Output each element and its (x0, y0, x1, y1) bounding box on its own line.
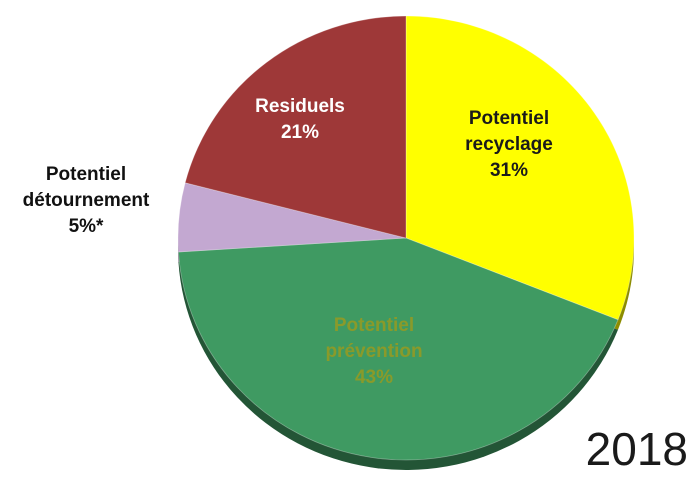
pie-slice-label-line: recyclage (465, 134, 553, 155)
pie-slice-label: Residuels 21% (255, 96, 345, 143)
pie-slice-label: Potentiel recyclage 31% (465, 108, 553, 181)
pie-slice-label-line: prévention (325, 341, 422, 362)
pie-slice-label-line: Residuels (255, 96, 345, 117)
pie-slice-label-line: Potentiel (334, 315, 414, 336)
pie-slice (178, 237, 619, 461)
pie-slice-label-line: Potentiel (46, 164, 126, 185)
pie-slice (184, 15, 407, 239)
pie-slice-label-line: 43% (355, 367, 393, 388)
pie-slices (177, 15, 635, 461)
pie-slice-label-line: 5%* (69, 216, 104, 237)
pie-slice-label-line: 21% (281, 122, 319, 143)
pie-slice-label-line: détournement (23, 190, 150, 211)
pie-slice (405, 15, 635, 321)
pie-slice-label: Potentiel détournement 5%* (23, 164, 150, 237)
pie-slice-label-line: Potentiel (469, 108, 549, 129)
pie-slice-label: Potentiel prévention 43% (325, 315, 422, 388)
pie-slice-label-line: 31% (490, 160, 528, 181)
year-label: 2018 (585, 423, 688, 475)
pie-slice (177, 182, 407, 253)
pie-labels: Potentiel recyclage 31% Potentiel prévention… (23, 96, 553, 388)
